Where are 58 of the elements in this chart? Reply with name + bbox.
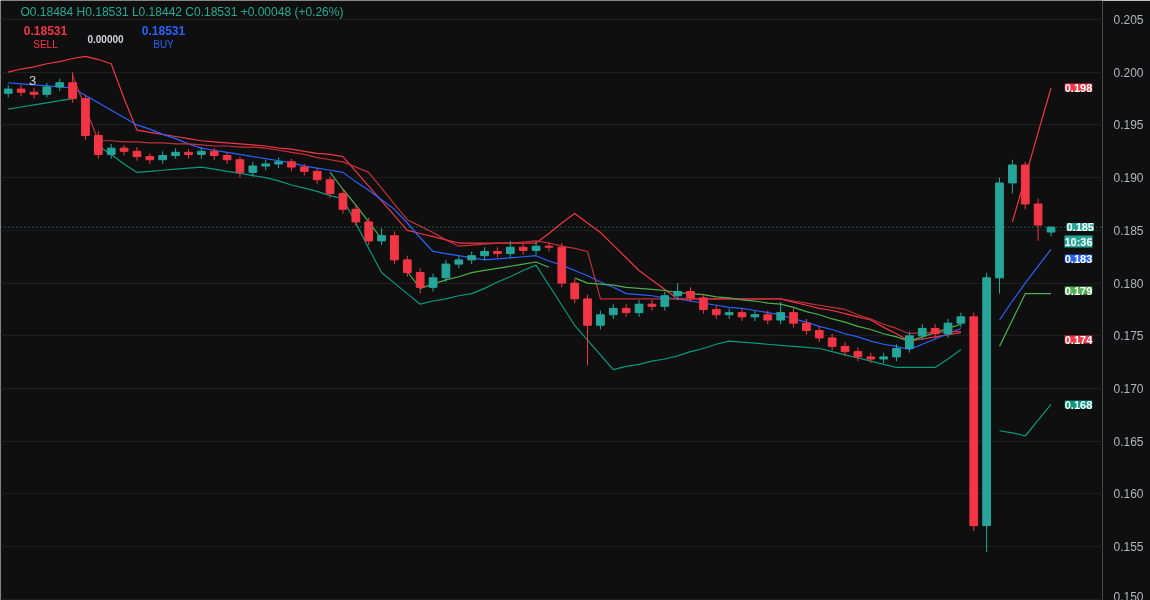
text: 0.198 <box>1064 81 1093 94</box>
candlestick <box>905 331 914 354</box>
y-tick-label: 0.180 <box>1113 276 1144 291</box>
candlestick <box>750 310 760 322</box>
candlestick <box>68 71 77 104</box>
candlestick <box>441 259 451 283</box>
annotation: 0.18531 <box>141 24 186 38</box>
candlestick <box>853 346 863 362</box>
candlestick <box>930 323 940 339</box>
y-tick-label: 0.165 <box>1113 434 1144 449</box>
y-tick-label: 0.200 <box>1113 65 1144 80</box>
candlestick <box>1033 198 1043 242</box>
candlestick <box>737 307 747 322</box>
candlestick <box>93 130 103 160</box>
text: 0.179 <box>1064 284 1093 297</box>
ref-line-label: 0.185 <box>1066 221 1094 234</box>
candlestick <box>789 307 798 328</box>
candlestick <box>16 84 26 97</box>
y-tick-label: 0.175 <box>1113 329 1144 344</box>
candlestick <box>29 87 39 100</box>
candlestick <box>531 241 541 256</box>
candlestick <box>596 310 605 330</box>
y-tick-label: 0.155 <box>1113 540 1144 555</box>
candlestick <box>364 217 374 246</box>
candlestick <box>222 151 232 165</box>
candlestick <box>402 255 412 278</box>
candlestick <box>570 278 580 304</box>
candlestick <box>235 156 245 179</box>
candlestick <box>338 188 348 215</box>
text: 0.168 <box>1064 398 1093 411</box>
candlestick <box>325 176 335 199</box>
candlestick <box>660 291 670 312</box>
y-tick-label: 0.195 <box>1113 118 1144 133</box>
y-tick-label: 0.150 <box>1113 589 1144 600</box>
annotation: 0.00000 <box>87 33 125 45</box>
text: 10:36 <box>1064 235 1093 248</box>
candlestick <box>119 144 129 157</box>
candlestick <box>351 204 361 227</box>
candlestick <box>647 299 657 312</box>
y-tick-label: 0.170 <box>1113 382 1144 397</box>
y-tick-label: 0.190 <box>1113 171 1144 186</box>
candlestick <box>943 318 953 339</box>
annotation: BUY <box>153 39 175 50</box>
candlestick <box>776 301 786 325</box>
candlestick <box>132 146 142 162</box>
chart-title: O0.18484 H0.18531 L0.18442 C0.18531 +0.00048 (+0.26%) <box>20 4 344 19</box>
annotation: 0.18531 <box>23 24 68 38</box>
y-tick-label: 0.185 <box>1113 223 1144 238</box>
y-tick-label: 0.160 <box>1113 487 1144 502</box>
annotation: SELL <box>33 39 59 50</box>
candlestick <box>634 299 644 318</box>
y-tick-label: 0.205 <box>1113 12 1144 27</box>
text: 0.183 <box>1064 252 1093 265</box>
candlestick <box>699 293 708 315</box>
candlestick <box>840 341 850 357</box>
candlestick <box>1008 159 1017 194</box>
candlestick <box>415 267 425 295</box>
candlestick <box>544 241 554 252</box>
